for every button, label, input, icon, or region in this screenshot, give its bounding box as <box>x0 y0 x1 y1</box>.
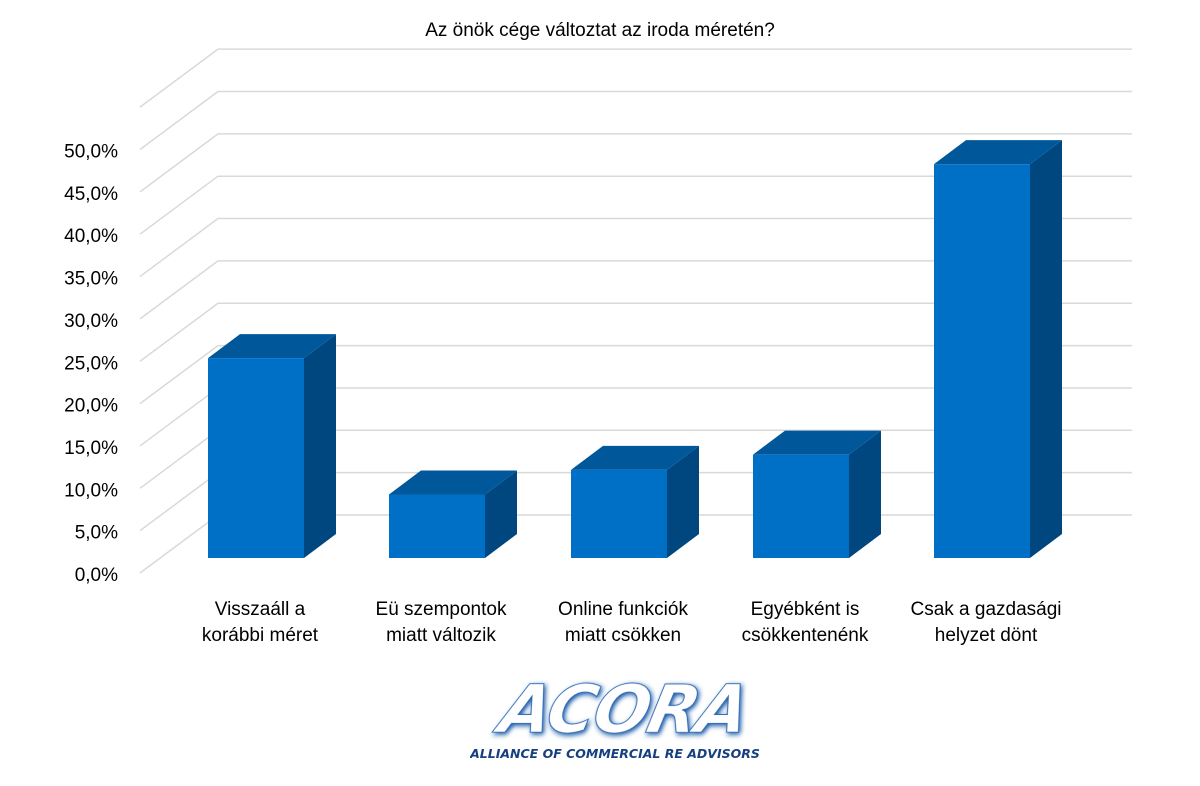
logo-wordmark: ACORA <box>488 672 755 748</box>
bar-side <box>304 334 336 558</box>
x-tick-label-line: csökkentenénk <box>741 625 869 646</box>
x-tick-label-line: Csak a gazdasági <box>910 599 1062 620</box>
y-tick-label: 40,0% <box>64 226 118 247</box>
y-tick-label: 45,0% <box>64 184 118 205</box>
x-tick-label-line: helyzet dönt <box>934 625 1038 646</box>
gridline <box>139 175 1132 235</box>
gridline <box>139 90 1132 151</box>
bar-top <box>934 140 1062 165</box>
x-tick-label-line: Eü szempontok <box>375 599 507 620</box>
bar-side <box>1030 140 1062 558</box>
x-tick-label: Visszaáll a korábbi méret <box>170 597 350 649</box>
y-tick-label: 0,0% <box>75 565 118 586</box>
x-tick-label: Online funkciók miatt csökken <box>533 597 713 649</box>
bar <box>934 164 1030 558</box>
x-tick-label: Egyébként is csökkentenénk <box>715 597 895 649</box>
gridline <box>139 217 1132 278</box>
y-tick-label: 20,0% <box>64 396 118 417</box>
x-tick-label-line: Visszaáll a <box>214 599 306 620</box>
y-tick-label: 15,0% <box>64 438 118 459</box>
x-tick-label-line: miatt változik <box>386 625 496 646</box>
bar-side <box>849 430 881 558</box>
gridline <box>139 260 1132 320</box>
bar-top <box>208 334 336 359</box>
x-tick-label: Eü szempontok miatt változik <box>351 597 531 649</box>
gridline <box>139 302 1132 362</box>
bar <box>571 469 667 558</box>
y-tick-label: 5,0% <box>75 523 118 544</box>
gridline <box>139 344 1132 405</box>
bar <box>208 358 304 558</box>
bar-side <box>485 470 517 558</box>
bar-side <box>667 445 699 558</box>
y-tick-label: 50,0% <box>64 142 118 163</box>
y-tick-label: 30,0% <box>64 311 118 332</box>
x-tick-label-line: miatt csökken <box>564 625 682 646</box>
bar-top <box>753 430 881 455</box>
gridline <box>139 133 1132 193</box>
y-tick-label: 10,0% <box>64 480 118 501</box>
x-tick-label-line: korábbi méret <box>201 625 319 646</box>
y-tick-label: 35,0% <box>64 269 118 290</box>
bar <box>389 494 485 558</box>
y-tick-label: 25,0% <box>64 353 118 374</box>
logo-tagline: ALLIANCE OF COMMERCIAL RE ADVISORS <box>470 746 760 761</box>
x-tick-label-line: Egyébként is <box>750 599 860 620</box>
x-tick-label: Csak a gazdasági helyzet dönt <box>896 597 1076 649</box>
acora-logo: ACORA ALLIANCE OF COMMERCIAL RE ADVISORS <box>470 672 760 761</box>
chart-title: Az önök cége változtat az iroda méretén? <box>425 20 775 41</box>
bar-top <box>389 470 517 495</box>
gridline <box>139 48 1132 108</box>
bar-top <box>571 445 699 470</box>
x-tick-label-line: Online funkciók <box>558 599 688 620</box>
bar <box>753 454 849 558</box>
